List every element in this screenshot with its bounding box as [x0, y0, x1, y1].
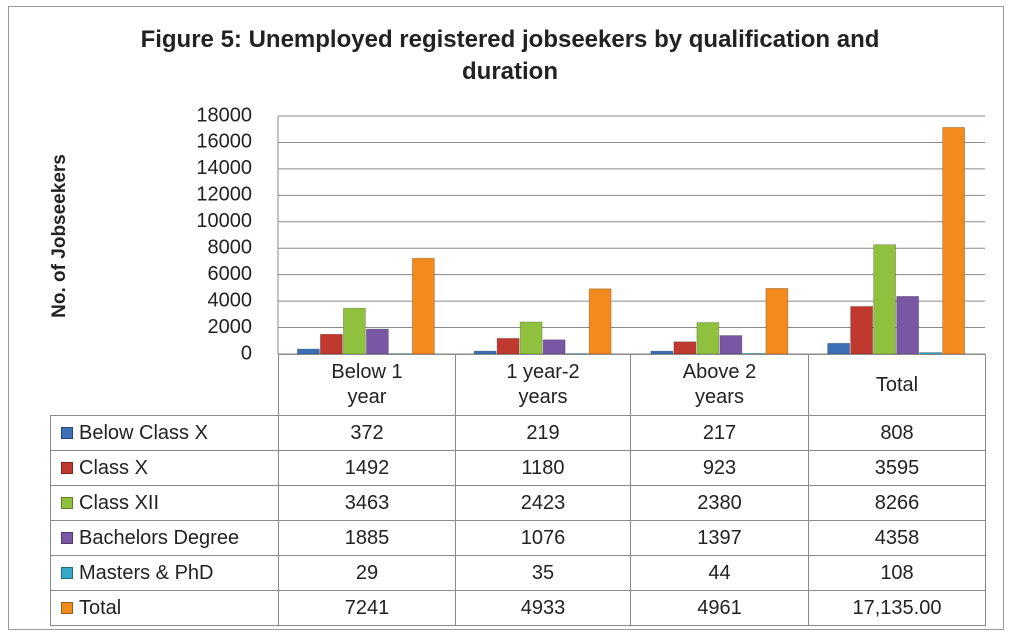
legend-cell: Class X	[50, 450, 279, 486]
x-tick-label: Above 2 years	[682, 361, 757, 408]
bar	[742, 353, 766, 355]
y-tick-label: 16000	[196, 131, 252, 153]
y-axis-label: No. of Jobseekers	[49, 154, 70, 318]
legend-cell: Total	[50, 590, 279, 626]
value-cell: 1492	[278, 450, 456, 486]
value-cell: 8266	[808, 485, 986, 521]
value-cell: 44	[630, 555, 809, 591]
x-tick-label: 1 year-2 years	[506, 361, 580, 408]
legend-key	[61, 496, 73, 509]
legend-key	[61, 461, 73, 474]
category-cell: Above 2 years	[630, 354, 809, 416]
y-tick-label: 0	[241, 342, 252, 364]
value-cell: 4961	[630, 590, 809, 626]
value-cell: 808	[808, 415, 986, 451]
category-cell: 1 year-2 years	[455, 354, 631, 416]
value-cell: 1397	[630, 520, 809, 556]
legend-label: Bachelors Degree	[79, 526, 240, 549]
bar	[850, 306, 874, 355]
x-tick-label: Total	[875, 373, 919, 396]
series-row: Class X 1492 1180 923 3595	[50, 450, 986, 486]
bar	[588, 288, 612, 355]
bar	[673, 341, 697, 355]
bar	[650, 350, 674, 355]
series-row: Class XII 3463 2423 2380 8266	[50, 485, 986, 521]
bar	[319, 333, 343, 355]
series-row: Total 7241 4933 4961 17,135.00	[50, 590, 986, 626]
corner-cell	[50, 354, 279, 416]
value-cell: 108	[808, 555, 986, 591]
bar	[942, 127, 966, 355]
legend-cell: Masters & PhD	[50, 555, 279, 591]
frame	[8, 6, 1004, 630]
legend-label: Below Class X	[79, 421, 208, 444]
bar	[542, 339, 566, 355]
value-cell: 35	[455, 555, 631, 591]
legend-label: Class X	[79, 456, 148, 479]
bar	[919, 352, 943, 355]
bar	[873, 244, 897, 355]
legend-key	[61, 426, 73, 439]
bar	[411, 257, 435, 355]
value-cell: 1885	[278, 520, 456, 556]
series-row: Below Class X 372 219 217 808	[50, 415, 986, 451]
value-cell: 3595	[808, 450, 986, 486]
legend-cell: Below Class X	[50, 415, 279, 451]
value-cell: 219	[455, 415, 631, 451]
y-tick-label: 8000	[208, 237, 253, 259]
bar	[765, 288, 789, 355]
legend-key	[61, 566, 73, 579]
bar	[519, 321, 543, 355]
value-cell: 2423	[455, 485, 631, 521]
value-cell: 923	[630, 450, 809, 486]
bar	[719, 335, 743, 355]
value-cell: 1180	[455, 450, 631, 486]
header-row: Below 1 year 1 year-2 years Above 2 years T…	[50, 354, 986, 416]
bar	[827, 342, 851, 355]
legend-label: Class XII	[79, 491, 160, 514]
value-cell: 372	[278, 415, 456, 451]
value-cell: 4358	[808, 520, 986, 556]
bar	[696, 322, 720, 355]
bar	[365, 328, 389, 355]
category-cell: Below 1 year	[278, 354, 456, 416]
legend-cell: Bachelors Degree	[50, 520, 279, 556]
chart-title: Figure 5: Unemployed registered jobseeke…	[140, 26, 880, 85]
y-tick-label: 6000	[208, 263, 253, 285]
y-tick-label: 2000	[208, 316, 253, 338]
y-tick-label: 14000	[196, 157, 252, 179]
data-table: Below 1 year 1 year-2 years Above 2 years T…	[50, 354, 986, 626]
value-cell: 2380	[630, 485, 809, 521]
value-cell: 4933	[455, 590, 631, 626]
y-tick-label: 10000	[196, 210, 252, 232]
y-tick-label: 18000	[196, 104, 252, 126]
series-row: Bachelors Degree 1885 1076 1397 4358	[50, 520, 986, 556]
value-cell: 1076	[455, 520, 631, 556]
value-cell: 7241	[278, 590, 456, 626]
bar	[496, 337, 520, 355]
series-row: Masters & PhD 29 35 44 108	[50, 555, 986, 591]
legend-label: Total	[79, 596, 122, 619]
x-tick-label: Below 1 year	[331, 361, 403, 408]
value-cell: 17,135.00	[808, 590, 986, 626]
legend-key	[61, 601, 73, 614]
bar	[342, 307, 366, 355]
bar	[896, 295, 920, 355]
value-cell: 3463	[278, 485, 456, 521]
value-cell: 29	[278, 555, 456, 591]
bar	[296, 348, 320, 355]
legend-key	[61, 531, 73, 544]
legend-cell: Class XII	[50, 485, 279, 521]
y-tick-label: 12000	[196, 184, 252, 206]
y-tick-label: 4000	[208, 289, 253, 311]
category-cell: Total	[808, 354, 986, 416]
legend-label: Masters & PhD	[79, 561, 214, 584]
value-cell: 217	[630, 415, 809, 451]
